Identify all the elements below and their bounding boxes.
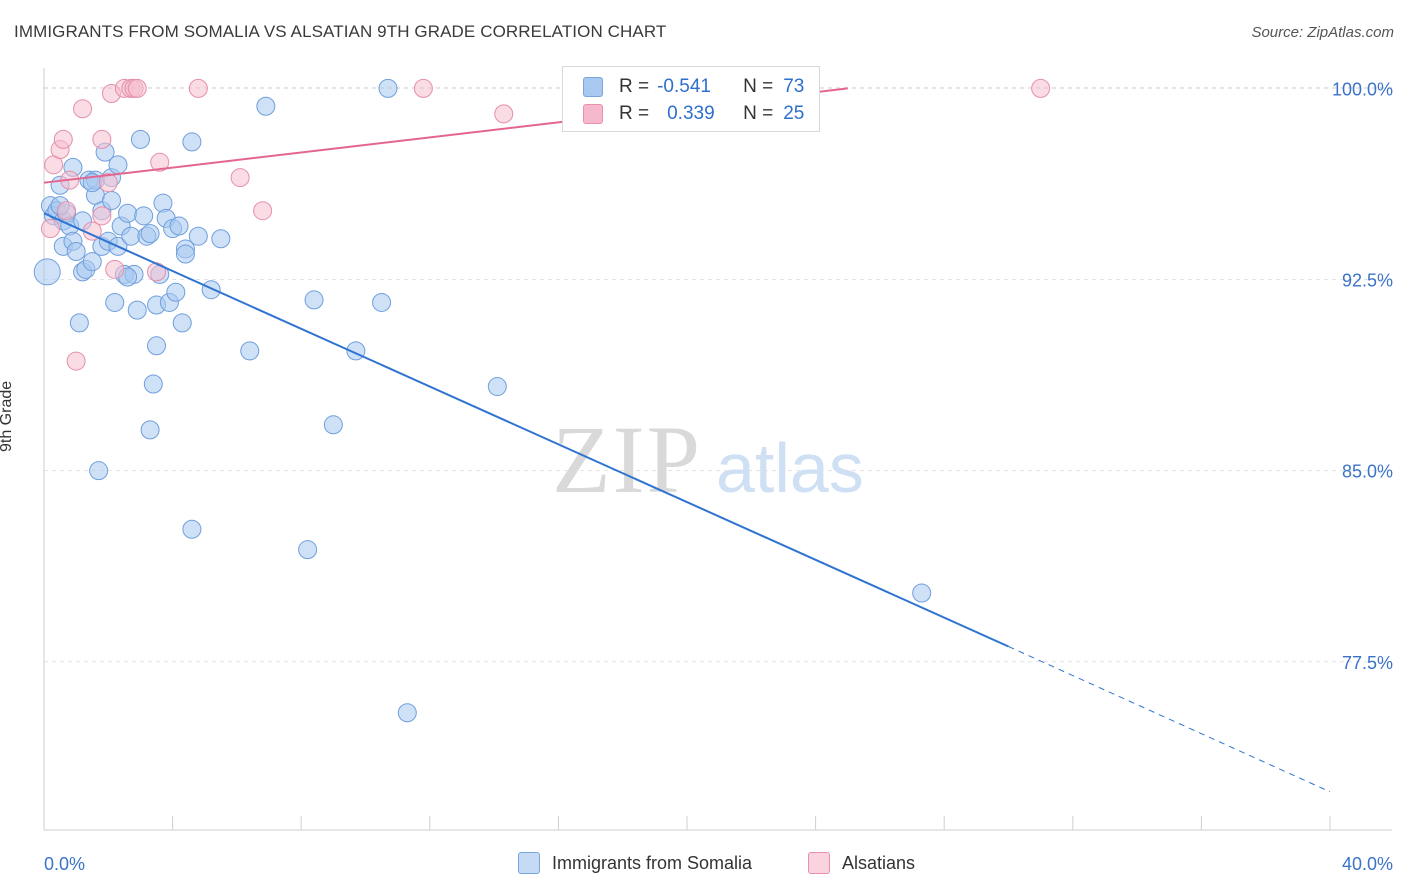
somalia-point xyxy=(102,191,122,211)
somalia-point xyxy=(140,224,160,244)
x-tick-label: 40.0% xyxy=(1342,854,1393,874)
somalia-point xyxy=(147,336,167,356)
legend-swatch-alsatians xyxy=(583,104,603,124)
alsatian-point xyxy=(73,99,93,119)
somalia-trendline xyxy=(43,212,1009,648)
somalia-point xyxy=(298,540,318,560)
somalia-point xyxy=(240,341,260,361)
somalia-point xyxy=(130,129,150,149)
alsatian-point xyxy=(40,219,60,239)
somalia-point xyxy=(143,374,163,394)
y-tick-label: 85.0% xyxy=(1342,462,1393,482)
series-legend-alsatians[interactable]: Alsatians xyxy=(808,852,915,874)
somalia-point xyxy=(211,229,231,249)
points-layer xyxy=(33,78,1051,723)
somalia-point xyxy=(82,252,102,272)
somalia-point xyxy=(166,282,186,302)
series-swatch-somalia xyxy=(518,852,540,874)
somalia-point xyxy=(140,420,160,440)
somalia-point xyxy=(372,292,392,312)
alsatian-point xyxy=(413,78,433,98)
alsatian-point xyxy=(92,206,112,226)
legend-n-value: 73 xyxy=(783,76,805,97)
alsatian-point xyxy=(188,78,208,98)
legend-r-value: -0.541 xyxy=(657,76,711,97)
legend-row-alsatians: R = 0.339 N = 25 xyxy=(583,101,804,127)
alsatian-point xyxy=(92,129,112,149)
y-axis-label: 9th Grade xyxy=(0,380,15,452)
alsatian-point xyxy=(53,129,73,149)
somalia-point xyxy=(201,280,221,300)
somalia-point xyxy=(153,193,173,213)
legend-swatch-somalia xyxy=(583,77,603,97)
legend-r-value: 0.339 xyxy=(667,103,715,124)
alsatian-point xyxy=(1031,78,1051,98)
somalia-point xyxy=(487,377,507,397)
alsatian-point xyxy=(150,152,170,172)
series-label-somalia: Immigrants from Somalia xyxy=(552,852,753,873)
alsatian-point xyxy=(57,201,77,221)
x-tick-label: 0.0% xyxy=(44,854,85,874)
stats-legend: R = -0.541 N = 73 R = 0.339 N = 25 xyxy=(562,66,820,132)
axis-layer xyxy=(43,68,1392,831)
somalia-point xyxy=(121,226,141,246)
somalia-point xyxy=(108,155,128,175)
series-label-alsatians: Alsatians xyxy=(842,852,916,873)
somalia-point xyxy=(188,226,208,246)
y-tick-label: 77.5% xyxy=(1342,653,1393,673)
alsatian-point xyxy=(127,78,147,98)
legend-n-value: 25 xyxy=(783,103,805,124)
somalia-point xyxy=(182,132,202,152)
series-legend-somalia[interactable]: Immigrants from Somalia xyxy=(518,852,752,874)
somalia-point xyxy=(69,313,89,333)
legend-r-label: R = xyxy=(619,103,650,124)
tick-label-layer: 100.0% 92.5% 85.0% 77.5% 0.0% 40.0% xyxy=(44,79,1393,874)
source-label: Source: ZipAtlas.com xyxy=(1251,24,1394,41)
legend-r-label: R = xyxy=(619,76,650,97)
somalia-point xyxy=(182,519,202,539)
somalia-point xyxy=(169,216,189,236)
alsatian-point xyxy=(253,201,273,221)
watermark-atlas: atlas xyxy=(716,429,864,507)
y-tick-label: 100.0% xyxy=(1332,79,1393,99)
somalia-point xyxy=(127,300,147,320)
somalia-point xyxy=(912,583,932,603)
watermark-zip: ZIP xyxy=(552,406,702,513)
somalia-point xyxy=(172,313,192,333)
legend-row-somalia: R = -0.541 N = 73 xyxy=(583,74,804,100)
series-swatch-alsatians xyxy=(808,852,830,874)
legend-n-label: N = xyxy=(743,103,774,124)
watermark: ZIP atlas xyxy=(552,406,864,513)
somalia-point xyxy=(134,206,154,226)
alsatian-point xyxy=(66,351,86,371)
y-tick-label: 92.5% xyxy=(1342,271,1393,291)
somalia-trendline-extension xyxy=(1008,646,1331,793)
alsatian-point xyxy=(98,173,118,193)
somalia-point xyxy=(175,244,195,264)
series-legend: Immigrants from Somalia Alsatians xyxy=(0,852,1406,878)
chart-title: IMMIGRANTS FROM SOMALIA VS ALSATIAN 9TH … xyxy=(14,22,667,41)
somalia-point xyxy=(378,78,398,98)
alsatian-point xyxy=(230,168,250,188)
alsatian-point xyxy=(494,104,514,124)
somalia-point xyxy=(397,703,417,723)
somalia-point xyxy=(323,415,343,435)
somalia-point xyxy=(33,258,61,286)
somalia-point xyxy=(304,290,324,310)
alsatian-point xyxy=(105,259,125,279)
legend-n-label: N = xyxy=(743,76,774,97)
somalia-point xyxy=(89,461,109,481)
somalia-point xyxy=(105,292,125,312)
somalia-point xyxy=(66,241,86,261)
somalia-point xyxy=(118,203,138,223)
somalia-point xyxy=(256,96,276,116)
